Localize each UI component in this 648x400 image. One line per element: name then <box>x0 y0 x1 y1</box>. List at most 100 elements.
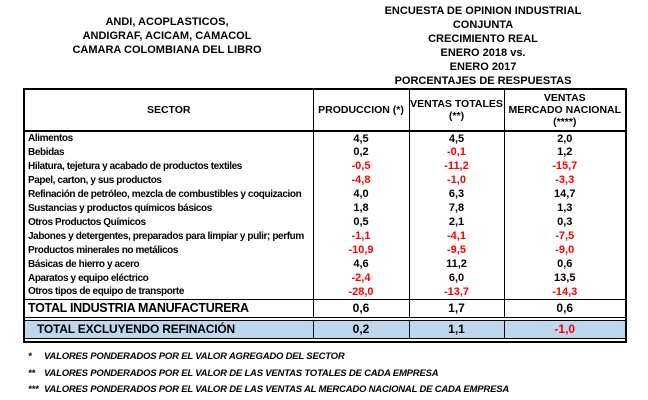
report-title-line: PORCENTAJES DE RESPUESTAS <box>394 75 572 87</box>
results-table: SECTOR PRODUCCION (*) VENTAS TOTALES (**… <box>23 88 627 343</box>
sector-cell: Papel, carton, y sus productos <box>23 173 314 187</box>
sector-row: Productos minerales no metálicos -10,9 -9,… <box>23 243 627 257</box>
value-cell: 13,5 <box>503 271 627 285</box>
value-cell: -4,1 <box>408 229 505 243</box>
footnote-marker: * <box>28 351 32 362</box>
value-cell: 4,5 <box>408 131 505 145</box>
value-cell: -4,8 <box>312 173 410 187</box>
value-cell: -1,0 <box>408 173 505 187</box>
footnote-text: VALORES PONDERADOS POR EL VALOR DE LAS V… <box>44 367 439 379</box>
sector-cell: Sustancias y productos químicos básicos <box>23 201 314 215</box>
footnote: *** VALORES PONDERADOS POR EL VALOR DE LA… <box>28 382 509 399</box>
value-cell: 2,0 <box>503 131 627 145</box>
value-cell: -11,2 <box>408 159 505 173</box>
sector-row: Papel, carton, y sus productos -4,8 -1,0 -3… <box>23 173 627 187</box>
footnote-text: VALORES PONDERADOS POR EL VALOR DE LAS V… <box>44 384 509 395</box>
results-table-container: SECTOR PRODUCCION (*) VENTAS TOTALES (**… <box>23 88 627 343</box>
sector-row: Básicas de hierro y acero 4,6 11,2 0,6 <box>23 257 627 271</box>
value-cell: 0,3 <box>503 215 627 229</box>
sector-cell: Otros tipos de equipo de transporte <box>23 285 314 299</box>
value-cell: 7,8 <box>408 201 505 215</box>
value-cell: 0,2 <box>312 319 410 339</box>
value-cell: 0,6 <box>503 298 627 318</box>
organizations-header-line: ANDIGRAF, ACICAM, CAMACOL <box>82 30 252 42</box>
organizations-header-line: ANDI, ACOPLASTICOS, <box>105 16 229 28</box>
value-cell: -28,0 <box>312 285 410 299</box>
total-excluyendo-refinacion-row: TOTAL EXCLUYENDO REFINACIÓN 0,2 1,1 -1,0 <box>23 319 627 339</box>
sector-row: Refinación de petróleo, mezcla de combus… <box>23 187 627 201</box>
sector-cell: Productos minerales no metálicos <box>23 243 314 257</box>
report-title-line: ENCUESTA DE OPINION INDUSTRIAL CONJUNTA <box>384 5 582 31</box>
value-cell: -0,1 <box>408 145 505 159</box>
sector-cell: Bebidas <box>23 145 314 159</box>
sector-row: Hilatura, tejetura y acabado de producto… <box>23 159 627 173</box>
footnotes: * VALORES PONDERADOS POR EL VALOR AGREGAD… <box>28 349 509 399</box>
footnote-text: VALORES PONDERADOS POR EL VALOR AGREGADO… <box>44 351 345 362</box>
value-cell: -10,9 <box>312 243 410 257</box>
sector-row: Otros Productos Químicos 0,5 2,1 0,3 <box>23 215 627 229</box>
column-header-ventas-mercado-nacional: VENTAS MERCADO NACIONAL (****) <box>503 88 627 132</box>
value-cell: 0,6 <box>312 298 410 318</box>
value-cell: -14,3 <box>503 285 627 299</box>
value-cell: -9,5 <box>408 243 505 257</box>
value-cell: 1,7 <box>408 298 505 318</box>
sector-row: Otros tipos de equipo de transporte -28,0… <box>23 285 627 299</box>
table-totals: TOTAL INDUSTRIA MANUFACTURERA 0,6 1,7 0,… <box>23 298 627 342</box>
value-cell: 4,6 <box>312 257 410 271</box>
report-title-line: ENERO 2017 <box>449 61 517 73</box>
value-cell: 1,3 <box>503 201 627 215</box>
value-cell: 1,8 <box>312 201 410 215</box>
footnote-marker: *** <box>28 384 39 395</box>
column-header-ventas-totales: VENTAS TOTALES (**) <box>408 88 505 132</box>
sector-cell: Refinación de petróleo, mezcla de combus… <box>23 187 314 201</box>
report-title-line: ENERO 2018 vs. <box>440 47 526 59</box>
value-cell: 6,0 <box>408 271 505 285</box>
report-title-header: ENCUESTA DE OPINION INDUSTRIAL CONJUNTA … <box>358 4 608 88</box>
sector-row: Alimentos 4,5 4,5 2,0 <box>23 131 627 145</box>
value-cell: 4,0 <box>312 187 410 201</box>
table-header: SECTOR PRODUCCION (*) VENTAS TOTALES (**… <box>23 88 627 132</box>
value-cell: -1,1 <box>312 229 410 243</box>
column-header-produccion: PRODUCCION (*) <box>312 88 410 132</box>
sector-cell: Hilatura, tejetura y acabado de producto… <box>23 159 314 173</box>
value-cell: -0,5 <box>312 159 410 173</box>
sector-cell: Básicas de hierro y acero <box>23 257 314 271</box>
value-cell: 11,2 <box>408 257 505 271</box>
sector-cell: Jabones y detergentes, preparados para l… <box>23 229 314 243</box>
sector-row: Aparatos y equipo eléctrico -2,4 6,0 13,5 <box>23 271 627 285</box>
value-cell: -2,4 <box>312 271 410 285</box>
value-cell: -15,7 <box>503 159 627 173</box>
total-industria-row: TOTAL INDUSTRIA MANUFACTURERA 0,6 1,7 0,… <box>23 298 627 318</box>
value-cell: -7,5 <box>503 229 627 243</box>
value-cell: 6,3 <box>408 187 505 201</box>
report-title-line: CRECIMIENTO REAL <box>428 33 538 45</box>
value-cell: 0,5 <box>312 215 410 229</box>
column-header-sector: SECTOR <box>23 88 314 132</box>
value-cell: 4,5 <box>312 131 410 145</box>
row-spacer <box>24 317 626 320</box>
table-body: Alimentos 4,5 4,5 2,0 Bebidas 0,2 -0,1 1,2 Hilat… <box>23 131 627 299</box>
value-cell: 2,1 <box>408 215 505 229</box>
value-cell: -13,7 <box>408 285 505 299</box>
sector-cell: Aparatos y equipo eléctrico <box>23 271 314 285</box>
sector-row: Bebidas 0,2 -0,1 1,2 <box>23 145 627 159</box>
total-industria-label: TOTAL INDUSTRIA MANUFACTURERA <box>23 298 314 318</box>
sector-cell: Otros Productos Químicos <box>23 215 314 229</box>
value-cell: 1,2 <box>503 145 627 159</box>
row-spacer <box>24 338 626 342</box>
value-cell: 14,7 <box>503 187 627 201</box>
value-cell: 1,1 <box>408 319 505 339</box>
footnote: * VALORES PONDERADOS POR EL VALOR AGREGAD… <box>28 349 509 366</box>
footnote: ** VALORES PONDERADOS POR EL VALOR DE LAS… <box>28 366 509 383</box>
total-excluyendo-label: TOTAL EXCLUYENDO REFINACIÓN <box>23 319 314 339</box>
sector-cell: Alimentos <box>23 131 314 145</box>
organizations-header: ANDI, ACOPLASTICOS, ANDIGRAF, ACICAM, CA… <box>42 15 292 57</box>
value-cell: 0,2 <box>312 145 410 159</box>
value-cell: 0,6 <box>503 257 627 271</box>
value-cell: -1,0 <box>503 319 627 339</box>
organizations-header-line: CAMARA COLOMBIANA DEL LIBRO <box>72 44 262 56</box>
sector-row: Sustancias y productos químicos básicos 1… <box>23 201 627 215</box>
footnote-marker: ** <box>28 367 35 379</box>
value-cell: -3,3 <box>503 173 627 187</box>
sector-row: Jabones y detergentes, preparados para l… <box>23 229 627 243</box>
